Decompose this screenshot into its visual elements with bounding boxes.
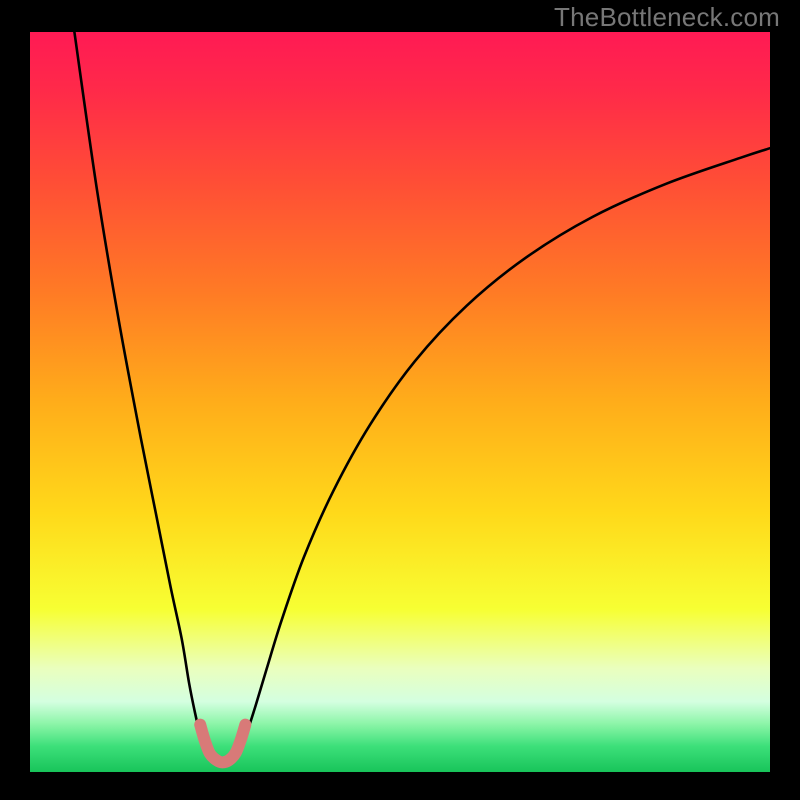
outer-frame: TheBottleneck.com <box>0 0 800 800</box>
chart-svg <box>30 32 770 772</box>
plot-area <box>30 32 770 772</box>
site-watermark: TheBottleneck.com <box>554 2 780 33</box>
gradient-background <box>30 32 770 772</box>
